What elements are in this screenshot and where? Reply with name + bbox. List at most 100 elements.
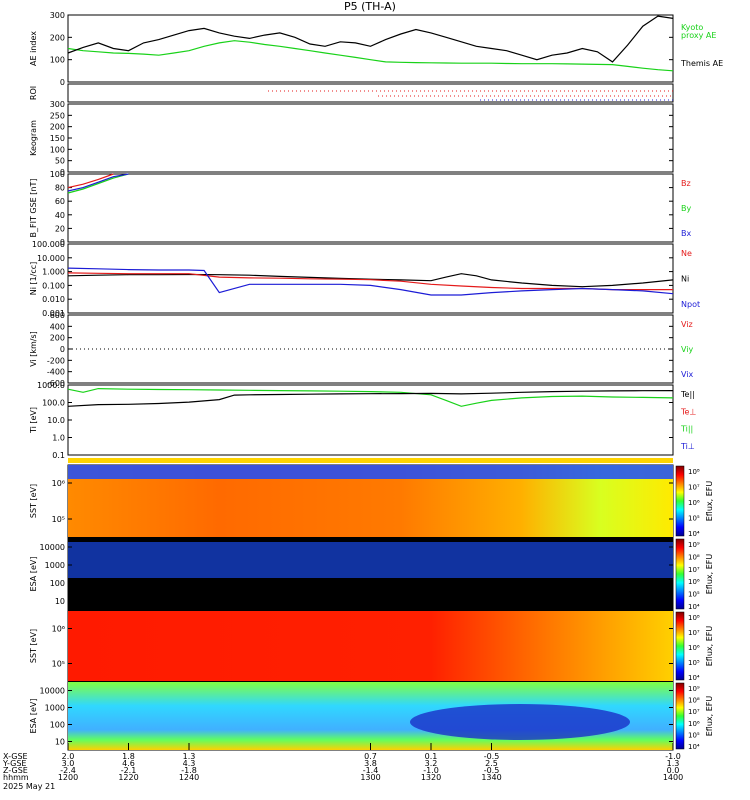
colorbar-sst-2: [675, 611, 685, 681]
sst_eflux-ctick-label: 10⁷: [688, 484, 700, 492]
x-tick-label: -1.8: [181, 766, 197, 775]
sst_eflux-ctick-label: 10⁶: [688, 499, 700, 507]
ni-legend-item: Ne: [681, 249, 692, 258]
keogram-ytick-label: 150: [50, 134, 65, 143]
sst-eflux-2-heatmap: [68, 611, 673, 681]
x-tick-label: 3.8: [364, 759, 377, 768]
ae-legend-item: Themis AE: [680, 59, 723, 68]
ti-legend-item: Ti||: [680, 425, 693, 434]
x-tick-label: 1320: [421, 773, 441, 782]
keogram-frame: [67, 103, 674, 173]
sst_eflux_2-ctick-label: 10⁵: [688, 659, 700, 667]
esa_eflux_2-ctick-label: 10⁶: [688, 720, 700, 728]
ae-ytick-label: 0: [60, 78, 65, 87]
ni-ytick-label: 10.000: [37, 254, 65, 263]
data-lines: [67, 15, 674, 407]
ti-series-ti-: [67, 387, 674, 407]
esa_eflux_2-ctick-label: 10⁴: [688, 743, 700, 751]
sst-eflux-top-band: [68, 465, 673, 479]
esa_eflux_2-ctick-label: 10⁵: [688, 731, 700, 739]
keogram-ytick-label: 100: [50, 145, 65, 154]
x-tick-label: 3.0: [62, 759, 75, 768]
sst_eflux_2-ylabel: SST [eV]: [29, 629, 38, 663]
x-tick-label: -2.4: [60, 766, 76, 775]
sst_eflux-ytick-label: 10⁶: [52, 479, 65, 488]
x-tick-label: 2.5: [485, 759, 498, 768]
esa-eflux-upper-band: [68, 542, 673, 578]
ti-legend-item: Ti⊥: [680, 442, 695, 451]
bfit-series-bz: [67, 173, 114, 189]
vi-ytick-label: -200: [47, 356, 65, 365]
ni-ytick-label: 0.010: [42, 295, 65, 304]
ti-ylabel: Ti [eV]: [29, 407, 38, 434]
x-tick-label: 1240: [179, 773, 199, 782]
sst_eflux_2-ytick-label: 10⁶: [52, 625, 65, 634]
ni-frame: [67, 243, 674, 314]
bfit-ylabel: B_FIT GSE [nT]: [29, 179, 38, 238]
esa_eflux-ctick-label: 10⁶: [688, 578, 700, 586]
bfit-ytick-label: 60: [55, 197, 65, 206]
yellow-strip: [68, 458, 673, 463]
ti-ytick-label: 1.0: [52, 434, 65, 443]
x-tick-label: 1220: [118, 773, 138, 782]
x-tick-label: 1.3: [667, 759, 680, 768]
x-tick-label: 1.8: [122, 752, 135, 761]
x-row-label: X-GSE: [3, 752, 28, 761]
esa_eflux-ylabel: ESA [eV]: [29, 557, 38, 592]
ti-ytick-label: 1000.0: [37, 381, 65, 390]
colorbar-esa-2: [675, 682, 685, 750]
ni-legend-item: Npot: [681, 300, 700, 309]
bfit-ytick-label: 20: [55, 224, 65, 233]
sst_eflux-ctick-label: 10⁴: [688, 530, 700, 538]
esa_eflux-ytick-label: 100: [50, 579, 65, 588]
x-row-label: Z-GSE: [3, 766, 28, 775]
esa_eflux-ytick-label: 1000: [45, 561, 65, 570]
sst_eflux_2-ctick-label: 10⁸: [688, 614, 700, 622]
bfit-ytick-label: 0: [60, 238, 65, 247]
x-tick-label: -1.0: [665, 752, 681, 761]
ni-ylabel: Ni [1/cc]: [29, 262, 38, 296]
ni-ytick-label: 0.100: [42, 281, 65, 290]
sst_eflux_2-colorbar-label: Eflux, EFU: [705, 626, 714, 667]
esa_eflux_2-ctick-label: 10⁷: [688, 708, 700, 716]
vi-legend-item: Vix: [681, 370, 694, 379]
ae-legend-item: Kyoto: [681, 23, 703, 32]
esa_eflux_2-ctick-label: 10⁸: [688, 697, 700, 705]
x-tick-label: 4.6: [122, 759, 135, 768]
ni-ytick-label: 1.000: [42, 268, 65, 277]
esa_eflux-ctick-label: 10⁴: [688, 603, 700, 611]
ti-ytick-label: 0.1: [52, 451, 65, 460]
bfit-frame: [67, 173, 674, 243]
x-tick-label: 3.2: [425, 759, 438, 768]
colorbar-sst: [675, 465, 685, 537]
bfit-legend-item: Bz: [681, 179, 691, 188]
x-row-label: 2025 May 21: [3, 782, 55, 791]
esa_eflux-ytick-label: 10000: [40, 543, 65, 552]
x-tick-label: 2.0: [62, 752, 75, 761]
x-tick-label: 1300: [360, 773, 380, 782]
x-tick-label: 1400: [663, 773, 683, 782]
x-tick-label: -2.1: [121, 766, 137, 775]
ni-ytick-label: 100.000: [32, 240, 65, 249]
bfit-ytick-label: 100: [50, 170, 65, 179]
ti-series-te-: [67, 390, 674, 407]
sst_eflux-ctick-label: 10⁵: [688, 515, 700, 523]
esa_eflux_2-ytick-label: 1000: [45, 704, 65, 713]
ni-series-ni: [67, 273, 674, 288]
ae-series-themis-ae: [67, 15, 674, 63]
ti-legend-item: Te⊥: [680, 407, 696, 416]
esa_eflux_2-ytick-label: 10: [55, 738, 65, 747]
esa_eflux-ctick-label: 10⁷: [688, 566, 700, 574]
x-tick-label: 0.0: [667, 766, 680, 775]
ae-ytick-label: 200: [50, 33, 65, 42]
sst_eflux_2-ctick-label: 10⁴: [688, 674, 700, 682]
heatmap-layer: [68, 458, 685, 750]
keogram-ytick-label: 50: [55, 157, 65, 166]
sst_eflux_2-ytick-label: 10⁵: [52, 660, 65, 669]
sst_eflux_2-ctick-label: 10⁷: [688, 629, 700, 637]
esa-eflux-2-blue-patch: [410, 704, 630, 740]
x-tick-label: -0.5: [484, 752, 500, 761]
ti-frame: [67, 384, 674, 456]
